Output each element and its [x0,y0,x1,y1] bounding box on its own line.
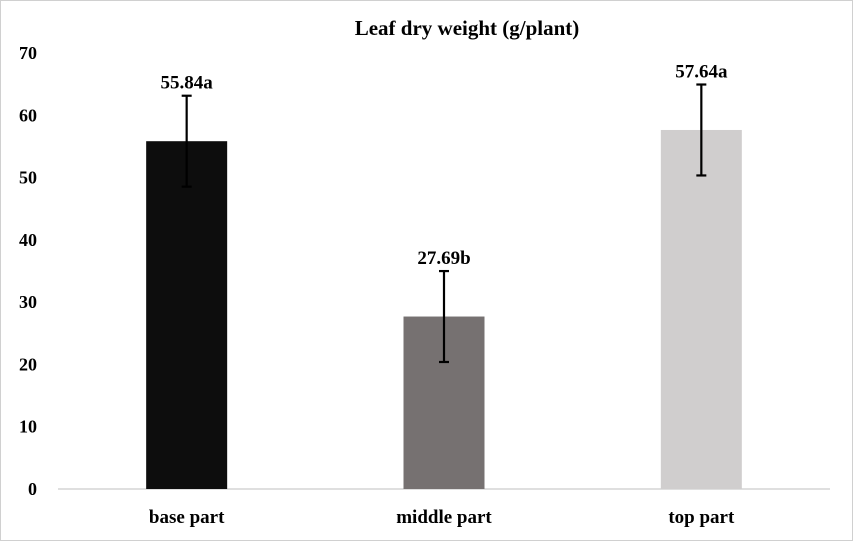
data-label: 57.64a [675,62,728,83]
bar-base-part [146,141,228,489]
category-label: base part [149,507,225,528]
category-label: middle part [396,507,492,528]
y-tick-label: 0 [28,479,37,499]
y-tick-label: 70 [19,43,37,63]
category-labels-group: base part middle part top part [149,507,735,528]
chart-title: Leaf dry weight (g/plant) [355,16,580,40]
data-label: 27.69b [417,248,470,269]
y-tick-label: 30 [19,292,37,312]
error-bars-group [181,83,707,364]
y-tick-label: 50 [19,168,37,188]
y-tick-label: 10 [19,417,37,437]
data-label: 55.84a [161,73,214,94]
error-bar [439,269,449,364]
error-bar [696,83,707,177]
y-axis: 0 10 20 30 40 50 60 70 [19,43,37,499]
category-label: top part [668,507,735,528]
error-bar [181,94,192,188]
bar-top-part [660,129,742,489]
data-labels-group: 55.84a 27.69b 57.64a [161,62,728,270]
y-tick-label: 20 [19,354,37,374]
y-tick-label: 60 [19,105,37,125]
y-tick-label: 40 [19,230,37,250]
